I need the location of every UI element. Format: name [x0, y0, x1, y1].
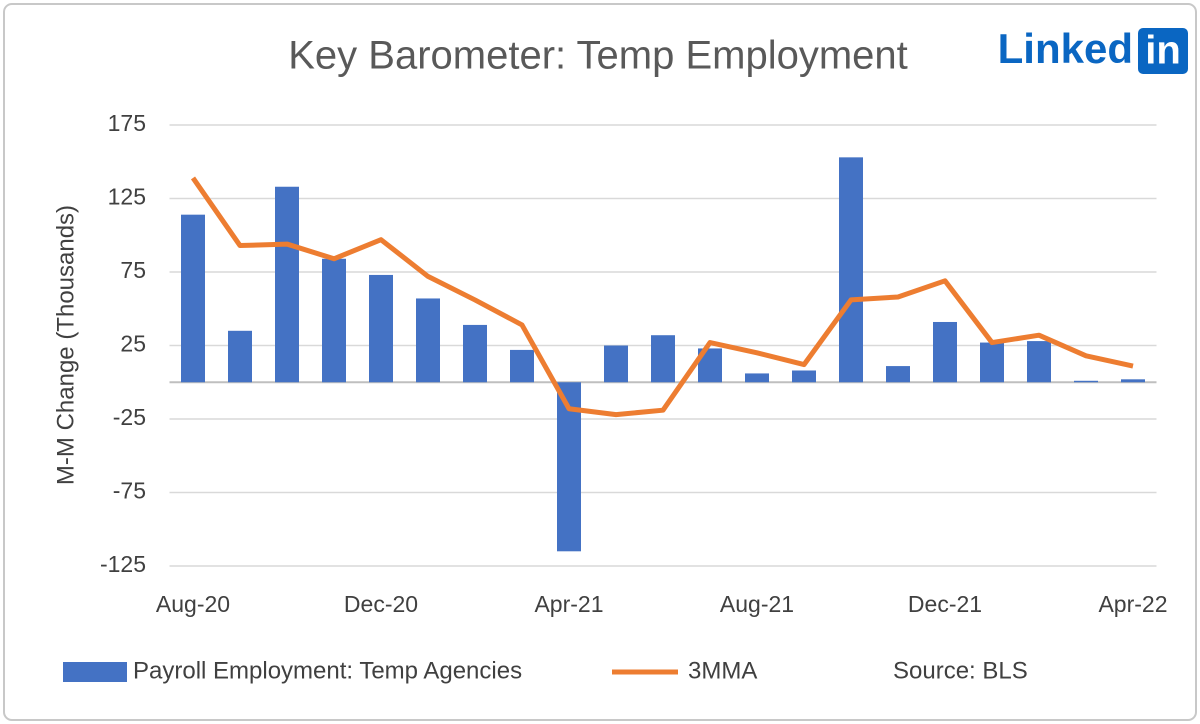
line [190, 176, 1134, 418]
bar [933, 321, 957, 383]
legend-label: 3MMA [688, 657, 757, 684]
bar [463, 324, 487, 383]
logo-badge [1138, 28, 1188, 74]
bar [369, 274, 393, 383]
source-note: Source: BLS [893, 657, 1028, 684]
y-tick-label: -75 [113, 478, 146, 504]
x-tick-label: Apr-22 [1098, 591, 1167, 617]
bar [745, 373, 769, 383]
y-tick-label: 175 [108, 110, 146, 136]
y-axis-title: M-M Change (Thousands) [52, 205, 79, 485]
bar [1121, 379, 1145, 383]
bar [886, 366, 910, 383]
bar [839, 157, 863, 383]
bar [275, 186, 299, 383]
logo-badge-text: in [1145, 29, 1181, 73]
bar [510, 349, 534, 383]
x-tick-label: Aug-20 [156, 591, 230, 617]
bar [1027, 341, 1051, 383]
bar [181, 214, 205, 383]
bar [980, 342, 1004, 383]
logo-text: Linked [998, 25, 1133, 72]
x-tick-label: Aug-21 [720, 591, 794, 617]
y-tick-label: 125 [108, 184, 146, 210]
bar [792, 370, 816, 383]
x-tick-label: Apr-21 [534, 591, 603, 617]
chart-title: Key Barometer: Temp Employment [288, 34, 908, 78]
legend-swatch [63, 662, 127, 682]
frame [3, 3, 1197, 721]
bar [604, 345, 628, 383]
y-tick-label: -125 [100, 551, 146, 577]
bar [228, 330, 252, 383]
x-tick-label: Dec-21 [908, 591, 982, 617]
y-tick-label: 25 [120, 331, 146, 357]
y-tick-label: -25 [113, 404, 146, 430]
x-tick-label: Dec-20 [344, 591, 418, 617]
bar [1074, 380, 1098, 383]
bar [651, 335, 675, 383]
bar [416, 298, 440, 383]
bar [322, 258, 346, 383]
y-tick-label: 75 [120, 257, 146, 283]
legend-label: Payroll Employment: Temp Agencies [133, 657, 522, 684]
